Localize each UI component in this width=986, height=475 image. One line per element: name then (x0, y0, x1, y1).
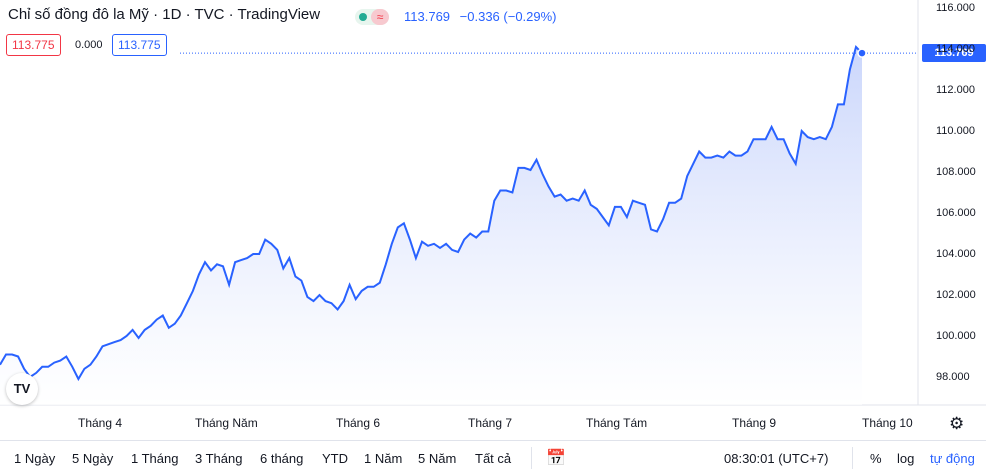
time-axis-label: Tháng Năm (195, 416, 258, 430)
range-button[interactable]: 1 Năm (364, 451, 403, 466)
auto-scale-button[interactable]: tự động (930, 451, 975, 466)
price-axis-label: 102.000 (936, 289, 976, 301)
market-status-badge[interactable]: ≈ (355, 9, 389, 25)
price-axis-label: 100.000 (936, 330, 976, 342)
time-axis-label: Tháng 10 (862, 416, 913, 430)
market-open-dot-icon (359, 13, 367, 21)
range-button[interactable]: YTD (322, 451, 348, 466)
price-axis-label: 98.000 (936, 371, 970, 383)
toolbar-divider (531, 447, 532, 469)
range-button[interactable]: 3 Tháng (195, 451, 243, 466)
time-axis-label: Tháng Tám (586, 416, 648, 430)
toolbar-divider (852, 447, 853, 469)
spread-value: 0.000 (75, 39, 103, 51)
price-axis-label: 108.000 (936, 166, 976, 178)
range-button[interactable]: Tất cả (475, 451, 512, 466)
data-delay-icon: ≈ (371, 9, 389, 25)
log-scale-button[interactable]: log (897, 451, 915, 466)
price-axis-label: 112.000 (936, 84, 975, 96)
time-axis-label: Tháng 7 (468, 416, 513, 430)
clock-time[interactable]: 08:30:01 (UTC+7) (724, 451, 829, 466)
range-button[interactable]: 5 Năm (418, 451, 457, 466)
range-button[interactable]: 6 tháng (260, 451, 304, 466)
price-axis-label: 114.000 (936, 43, 975, 55)
last-price: 113.769 (404, 9, 451, 24)
tradingview-logo[interactable]: TV (6, 373, 38, 405)
range-button[interactable]: 1 Tháng (131, 451, 179, 466)
price-change: −0.336 (−0.29%) (459, 9, 557, 24)
time-axis-label: Tháng 9 (732, 416, 777, 430)
range-button[interactable]: 1 Ngày (14, 451, 56, 466)
bottom-toolbar (0, 440, 986, 475)
sell-price-button[interactable]: 113.775 (6, 34, 61, 56)
price-axis-label: 104.000 (936, 248, 976, 260)
buy-price-button[interactable]: 113.775 (112, 34, 167, 56)
current-price-tag: 113.769 (922, 44, 986, 63)
last-price-marker (857, 48, 867, 58)
calendar-icon[interactable]: 📅 (546, 450, 566, 467)
price-axis-label: 106.000 (936, 207, 976, 219)
time-axis-label: Tháng 4 (78, 416, 123, 430)
price-line (0, 45, 863, 382)
price-axis-label: 110.000 (936, 125, 975, 137)
range-button[interactable]: 5 Ngày (72, 451, 114, 466)
price-quote: 113.769 −0.336 (−0.29%) (404, 9, 557, 24)
time-axis-label: Tháng 6 (336, 416, 381, 430)
price-area-fill (0, 47, 862, 405)
percent-scale-button[interactable]: % (870, 451, 882, 466)
price-axis-label: 116.000 (936, 2, 975, 14)
gear-icon[interactable]: ⚙ (949, 414, 965, 433)
symbol-title: Chỉ số đồng đô la Mỹ · 1D · TVC · Tradin… (8, 6, 321, 23)
